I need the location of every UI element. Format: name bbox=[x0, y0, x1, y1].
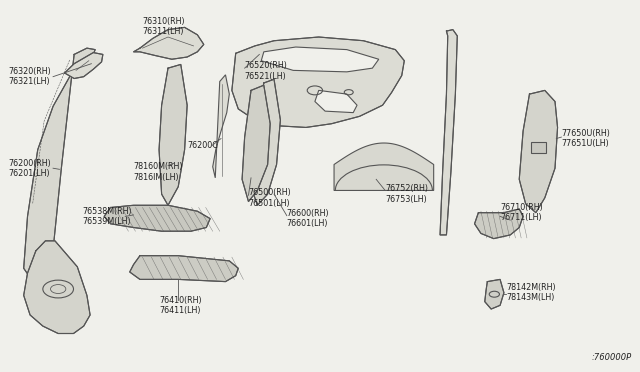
Text: 77650U(RH)
77651U(LH): 77650U(RH) 77651U(LH) bbox=[561, 129, 611, 148]
Polygon shape bbox=[134, 28, 204, 59]
Polygon shape bbox=[315, 90, 357, 113]
FancyBboxPatch shape bbox=[531, 141, 546, 153]
Polygon shape bbox=[159, 64, 187, 205]
Text: 76410(RH)
76411(LH): 76410(RH) 76411(LH) bbox=[159, 296, 202, 315]
Text: 76200C: 76200C bbox=[187, 141, 218, 151]
Polygon shape bbox=[212, 75, 229, 178]
Text: 76320(RH)
76321(LH): 76320(RH) 76321(LH) bbox=[8, 67, 51, 86]
Text: 76500(RH)
76501(LH): 76500(RH) 76501(LH) bbox=[248, 188, 291, 208]
Polygon shape bbox=[261, 47, 379, 72]
Polygon shape bbox=[519, 90, 557, 213]
Text: 78142M(RH)
78143M(LH): 78142M(RH) 78143M(LH) bbox=[506, 283, 556, 302]
Text: 76710(RH)
76711(LH): 76710(RH) 76711(LH) bbox=[500, 203, 543, 222]
Text: 76310(RH)
76311(LH): 76310(RH) 76311(LH) bbox=[143, 17, 185, 36]
Text: 78160M(RH)
7816lM(LH): 78160M(RH) 7816lM(LH) bbox=[134, 162, 183, 182]
Text: :760000P: :760000P bbox=[591, 353, 632, 362]
Polygon shape bbox=[440, 30, 458, 235]
Polygon shape bbox=[232, 37, 404, 128]
Polygon shape bbox=[65, 52, 103, 78]
Polygon shape bbox=[242, 85, 270, 202]
Polygon shape bbox=[104, 205, 210, 231]
Polygon shape bbox=[24, 48, 95, 279]
Polygon shape bbox=[130, 256, 238, 282]
Polygon shape bbox=[251, 79, 280, 205]
Polygon shape bbox=[484, 279, 504, 309]
Text: 76200(RH)
76201(LH): 76200(RH) 76201(LH) bbox=[8, 158, 51, 178]
Polygon shape bbox=[24, 241, 90, 334]
Text: 76600(RH)
76601(LH): 76600(RH) 76601(LH) bbox=[287, 209, 330, 228]
Text: 76520(RH)
76521(LH): 76520(RH) 76521(LH) bbox=[244, 61, 287, 81]
Text: 76752(RH)
76753(LH): 76752(RH) 76753(LH) bbox=[385, 185, 428, 204]
Polygon shape bbox=[334, 143, 434, 190]
Text: 76538M(RH)
76539M(LH): 76538M(RH) 76539M(LH) bbox=[83, 207, 132, 226]
Polygon shape bbox=[474, 209, 523, 238]
